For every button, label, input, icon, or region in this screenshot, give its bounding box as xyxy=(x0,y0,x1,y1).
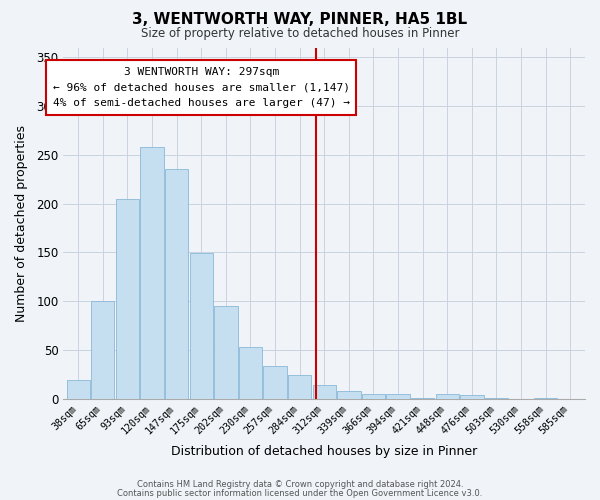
Text: Size of property relative to detached houses in Pinner: Size of property relative to detached ho… xyxy=(141,28,459,40)
Bar xyxy=(411,398,434,399)
Bar xyxy=(485,398,508,399)
Bar xyxy=(190,254,213,399)
Bar xyxy=(460,395,484,399)
Text: Contains public sector information licensed under the Open Government Licence v3: Contains public sector information licen… xyxy=(118,488,482,498)
Bar xyxy=(116,198,139,399)
Bar xyxy=(436,394,459,399)
Bar xyxy=(165,170,188,399)
Bar xyxy=(337,391,361,399)
Bar xyxy=(239,347,262,399)
Bar xyxy=(214,306,238,399)
Bar xyxy=(534,398,557,399)
Y-axis label: Number of detached properties: Number of detached properties xyxy=(15,124,28,322)
Bar xyxy=(263,366,287,399)
Bar xyxy=(362,394,385,399)
Bar xyxy=(288,376,311,399)
Text: 3, WENTWORTH WAY, PINNER, HA5 1BL: 3, WENTWORTH WAY, PINNER, HA5 1BL xyxy=(133,12,467,28)
Text: 3 WENTWORTH WAY: 297sqm
← 96% of detached houses are smaller (1,147)
4% of semi-: 3 WENTWORTH WAY: 297sqm ← 96% of detache… xyxy=(53,67,350,108)
Text: Contains HM Land Registry data © Crown copyright and database right 2024.: Contains HM Land Registry data © Crown c… xyxy=(137,480,463,489)
X-axis label: Distribution of detached houses by size in Pinner: Distribution of detached houses by size … xyxy=(171,444,478,458)
Bar xyxy=(67,380,90,399)
Bar xyxy=(140,147,164,399)
Bar xyxy=(386,394,410,399)
Bar xyxy=(91,301,115,399)
Bar xyxy=(313,385,336,399)
